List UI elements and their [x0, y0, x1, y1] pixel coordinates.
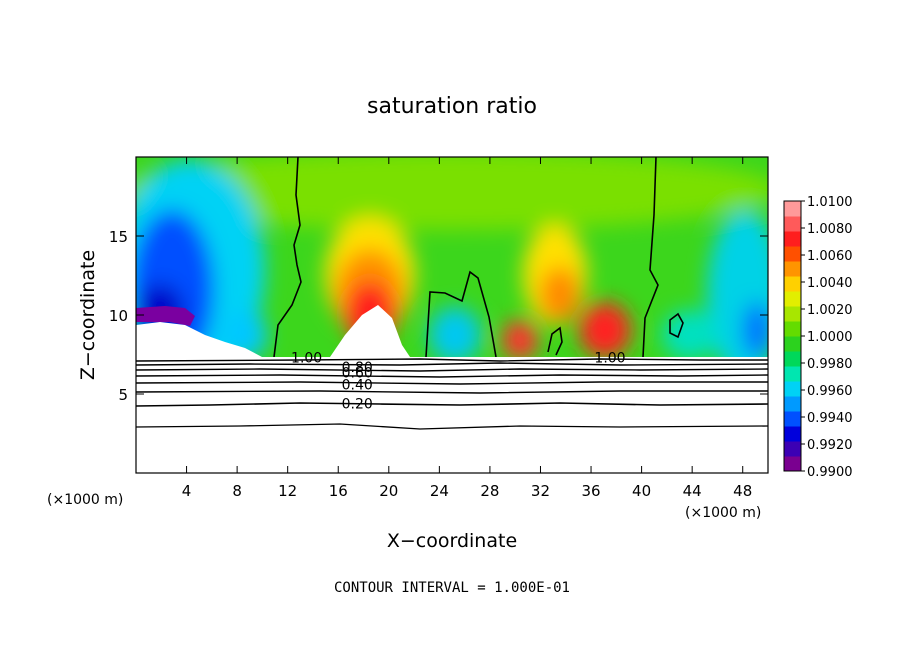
x-axis: 4 8 12 16 20 24 28 32 36 40 44 48	[182, 157, 752, 500]
x-tick-label: 32	[531, 482, 550, 500]
field-white-area	[136, 322, 262, 357]
x-tick-label: 4	[182, 482, 192, 500]
field-contours	[273, 157, 684, 357]
lower-contours	[135, 358, 769, 430]
field-blob-upper-green	[136, 157, 768, 230]
x-unit-left: (×1000 m)	[47, 492, 123, 508]
x-tick-label: 28	[480, 482, 499, 500]
contour-lower-8	[135, 423, 769, 430]
field-blob-right2-cyan	[662, 310, 718, 357]
colorbar-label: 0.9960	[807, 384, 853, 399]
colorbar-label: 0.9940	[807, 411, 853, 426]
y-tick-label: 5	[118, 386, 128, 404]
colorbar-swatch	[784, 216, 801, 232]
colorbar-swatch	[784, 321, 801, 337]
contour-lower-7	[135, 402, 769, 407]
colorbar-label: 0.9920	[807, 438, 853, 453]
contour-labels: 1.00 1.00 0.800.600.40 0.20	[291, 351, 626, 413]
x-tick-label: 20	[379, 482, 398, 500]
x-tick-label: 48	[733, 482, 752, 500]
colorbar-swatch	[784, 396, 801, 412]
saturation-field	[136, 157, 768, 357]
field-blob-red-3	[502, 320, 538, 357]
colorbar-swatch	[784, 351, 801, 367]
colorbar-label: 0.9980	[807, 357, 853, 372]
contour-interval-note: CONTOUR INTERVAL = 1.000E-01	[334, 580, 570, 596]
contour-lower-2	[135, 362, 769, 366]
colorbar-label: 1.0060	[807, 249, 853, 264]
y-axis-label: Z−coordinate	[77, 250, 99, 380]
contour-line-1	[273, 157, 302, 357]
colorbar-swatch	[784, 246, 801, 262]
contour-label: 0.80	[342, 360, 373, 376]
contour-label: 1.00	[291, 351, 322, 367]
colorbar-swatch	[784, 366, 801, 382]
colorbar-swatch	[784, 411, 801, 427]
contour-label: 0.40	[342, 378, 373, 394]
contour-line-5	[547, 326, 563, 356]
x-tick-label: 24	[430, 482, 449, 500]
chart-title: saturation ratio	[367, 94, 537, 119]
x-axis-label: X−coordinate	[387, 530, 517, 552]
contour-label: 0.20	[342, 396, 373, 412]
colorbar-swatch	[784, 381, 801, 397]
contour-lower-3	[135, 368, 769, 372]
x-tick-label: 36	[581, 482, 600, 500]
field-blob-mid-cyan	[429, 307, 481, 357]
field-blob-purple	[136, 306, 195, 326]
contour-label: 0.60	[342, 366, 373, 382]
field-blob-orange-2	[540, 267, 580, 323]
contour-lower-5	[135, 381, 768, 385]
y-axis: 5 10 15	[109, 228, 768, 404]
colorbar-swatch	[784, 306, 801, 322]
x-tick-label: 40	[632, 482, 651, 500]
contour-lower-4	[135, 374, 769, 378]
y-tick-label: 10	[109, 307, 128, 325]
x-unit-right: (×1000 m)	[685, 505, 761, 521]
field-blob-red-2	[579, 302, 631, 357]
contour-line-2	[425, 270, 497, 357]
colorbar-label: 1.0100	[807, 195, 853, 210]
colorbar-label: 1.0020	[807, 303, 853, 318]
colorbar-swatch	[784, 456, 801, 472]
y-tick-label: 15	[109, 228, 128, 246]
contour-lower-6	[135, 390, 768, 394]
colorbar-swatch	[784, 441, 801, 457]
colorbar-swatch	[784, 426, 801, 442]
colorbar-swatch	[784, 261, 801, 277]
field-white-hump	[330, 305, 410, 357]
colorbar: 1.0100 1.0080 1.0060 1.0040 1.0020 1.0000 0.99…	[783, 195, 853, 480]
colorbar-swatch	[784, 231, 801, 247]
colorbar-swatch	[784, 336, 801, 352]
colorbar-label: 1.0000	[807, 330, 853, 345]
field-blob-right-cyan	[707, 210, 768, 357]
x-tick-label: 8	[232, 482, 242, 500]
x-tick-label: 44	[683, 482, 702, 500]
contour-lower-1	[135, 358, 768, 362]
colorbar-label: 0.9900	[807, 465, 853, 480]
colorbar-swatch	[784, 276, 801, 292]
contour-label: 1.00	[594, 351, 625, 367]
colorbar-label: 1.0040	[807, 276, 853, 291]
field-blob-right-blue	[743, 302, 768, 357]
contour-line-4	[669, 312, 684, 339]
x-tick-label: 12	[278, 482, 297, 500]
contour-line-3	[642, 157, 659, 357]
x-tick-label: 16	[329, 482, 348, 500]
colorbar-swatch	[784, 201, 801, 217]
colorbar-swatch	[784, 291, 801, 307]
colorbar-label: 1.0080	[807, 222, 853, 237]
